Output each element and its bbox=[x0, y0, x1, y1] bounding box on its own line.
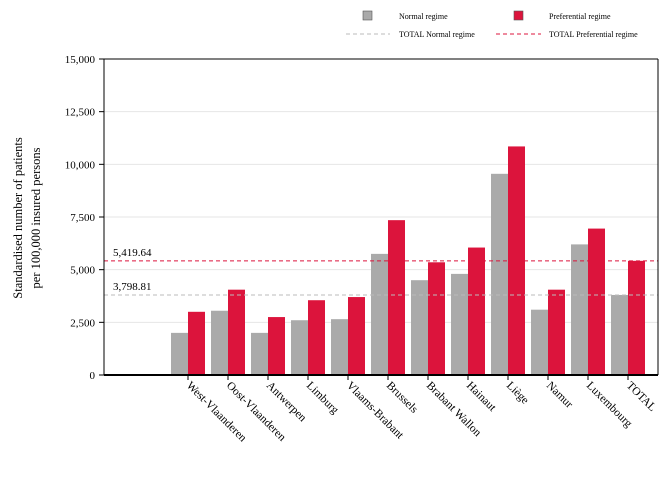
legend-label-preferential: Preferential regime bbox=[549, 12, 611, 21]
y-tick-label: 5,000 bbox=[70, 265, 95, 277]
x-tick-label: Limburg bbox=[304, 380, 341, 417]
plot-area: 02,5005,0007,50010,00012,50015,000West-V… bbox=[65, 54, 659, 445]
bar-preferential bbox=[588, 228, 605, 375]
reference-line-label: 5,419.64 bbox=[113, 247, 152, 259]
x-tick-label: Namur bbox=[544, 380, 575, 411]
bar-preferential bbox=[628, 260, 645, 375]
bar-normal bbox=[171, 332, 188, 375]
bar-normal bbox=[371, 253, 388, 375]
bar-normal bbox=[211, 310, 228, 375]
bar-preferential bbox=[228, 289, 245, 375]
bar-normal bbox=[491, 173, 508, 375]
y-tick-label: 7,500 bbox=[70, 212, 95, 224]
y-tick-label: 10,000 bbox=[65, 159, 96, 171]
x-tick-label: Hainaut bbox=[464, 380, 499, 415]
bar-normal bbox=[451, 273, 468, 375]
bar-preferential bbox=[188, 311, 205, 375]
bar-normal bbox=[251, 332, 268, 375]
bar-normal bbox=[611, 294, 628, 375]
y-axis-title-line-2: per 100,000 insured persons bbox=[29, 147, 43, 288]
x-tick-label: Brussels bbox=[384, 380, 420, 416]
legend-label-total-normal: TOTAL Normal regime bbox=[399, 30, 475, 39]
legend-swatch-preferential bbox=[513, 10, 524, 21]
y-axis-title-line-1: Standardised number of patients bbox=[11, 137, 25, 299]
bar-preferential bbox=[548, 289, 565, 375]
bar-preferential bbox=[348, 297, 365, 375]
bar-preferential bbox=[428, 262, 445, 375]
bar-normal bbox=[331, 319, 348, 375]
bar-preferential bbox=[468, 247, 485, 375]
bar-preferential bbox=[268, 317, 285, 375]
bar-normal bbox=[411, 280, 428, 375]
bar-preferential bbox=[508, 146, 525, 375]
legend: Normal regime Preferential regime TOTAL … bbox=[346, 10, 638, 39]
y-axis-title: Standardised number of patients per 100,… bbox=[11, 137, 43, 299]
reference-line-label: 3,798.81 bbox=[113, 281, 152, 293]
bar-normal bbox=[291, 320, 308, 375]
bar-normal bbox=[571, 244, 588, 375]
legend-label-total-preferential: TOTAL Preferential regime bbox=[549, 30, 638, 39]
legend-label-normal: Normal regime bbox=[399, 12, 448, 21]
bar-normal bbox=[531, 309, 548, 375]
x-tick-label: Liège bbox=[504, 380, 531, 407]
bar-preferential bbox=[308, 300, 325, 375]
bar-preferential bbox=[388, 220, 405, 375]
y-tick-label: 12,500 bbox=[65, 107, 96, 119]
y-tick-label: 15,000 bbox=[65, 54, 96, 66]
y-tick-label: 0 bbox=[90, 370, 96, 382]
y-tick-label: 2,500 bbox=[70, 317, 95, 329]
legend-swatch-normal bbox=[362, 10, 373, 21]
x-tick-label: TOTAL bbox=[624, 380, 658, 414]
